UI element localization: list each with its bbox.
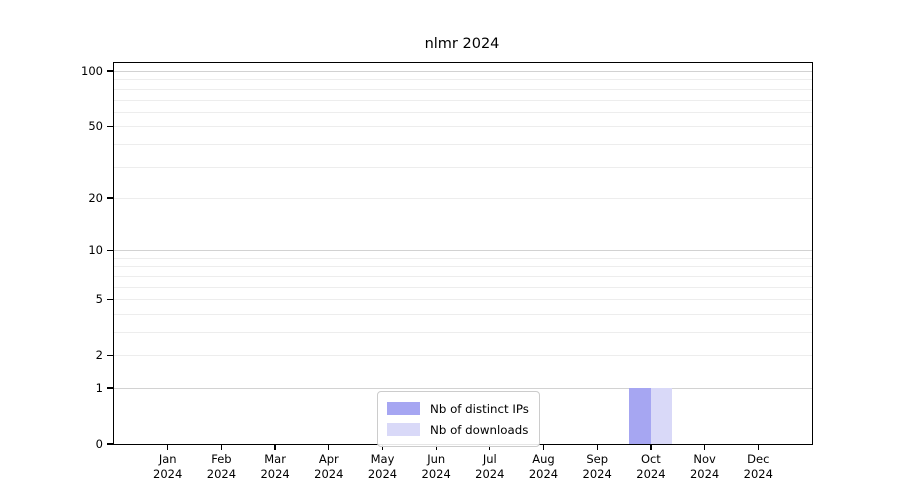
x-tick-label-nov: Nov 2024 xyxy=(665,452,745,482)
month-label: May xyxy=(370,452,395,466)
x-tick-label-may: May 2024 xyxy=(343,452,423,482)
x-tick-label-aug: Aug 2024 xyxy=(504,452,584,482)
y-tick-label-5: 5 xyxy=(95,292,103,307)
ticks-layer: 0 1 2 5 10 20 50 100 Jan 2024 Feb 2024 Mar 2024 Apr 202… xyxy=(81,63,812,481)
chart-title: nlmr 2024 xyxy=(424,36,500,52)
year-label: 2024 xyxy=(260,467,290,482)
plot-area: 0 1 2 5 10 20 50 100 Jan 2024 Feb 2024 Mar 2024 Apr 202… xyxy=(81,62,813,481)
x-tick-mark-apr xyxy=(328,444,330,450)
bar-oct-series-0 xyxy=(629,388,651,444)
y-tick-mark-50 xyxy=(106,125,113,127)
x-tick-label-apr: Apr 2024 xyxy=(289,452,369,482)
year-label: 2024 xyxy=(582,467,612,482)
x-tick-label-oct: Oct 2024 xyxy=(611,452,691,482)
y-tick-label-100: 100 xyxy=(81,64,103,78)
year-label: 2024 xyxy=(689,467,720,482)
x-tick-label-jan: Jan 2024 xyxy=(128,452,208,482)
year-label: 2024 xyxy=(206,467,237,482)
x-tick-mark-dec xyxy=(757,444,759,450)
y-tick-mark-10 xyxy=(106,249,113,251)
y-tick-mark-100 xyxy=(106,70,113,72)
y-tick-label-2: 2 xyxy=(95,348,103,363)
month-label: Jan xyxy=(158,452,177,466)
x-tick-mark-jan xyxy=(167,444,169,450)
x-tick-label-jun: Jun 2024 xyxy=(396,452,476,482)
year-label: 2024 xyxy=(528,467,559,482)
year-label: 2024 xyxy=(475,467,505,482)
bar-oct-series-1 xyxy=(650,388,673,444)
x-tick-mark-nov xyxy=(703,444,706,450)
year-label: 2024 xyxy=(743,467,773,482)
y-tick-mark-0 xyxy=(106,443,113,445)
y-tick-label-50: 50 xyxy=(88,119,103,134)
month-label: Jun xyxy=(427,452,446,466)
legend-swatch-0 xyxy=(387,402,420,415)
x-tick-mark-feb xyxy=(220,444,223,450)
year-label: 2024 xyxy=(153,467,183,482)
legend-row-0: Nb of distinct IPs xyxy=(387,398,529,419)
x-tick-mark-may xyxy=(381,444,384,450)
x-tick-mark-oct xyxy=(650,444,652,450)
year-label: 2024 xyxy=(636,467,666,482)
y-tick-mark-1 xyxy=(106,387,113,389)
x-tick-mark-sep xyxy=(596,444,598,450)
x-tick-mark-aug xyxy=(542,444,545,450)
y-tick-label-10: 10 xyxy=(88,243,103,258)
month-label: Apr xyxy=(318,452,339,466)
year-label: 2024 xyxy=(367,467,398,482)
month-label: Sep xyxy=(586,452,609,466)
x-tick-mark-jul xyxy=(489,444,491,450)
legend-label-0: Nb of distinct IPs xyxy=(430,401,529,416)
month-label: Dec xyxy=(747,452,770,466)
y-tick-label-0: 0 xyxy=(95,437,103,451)
y-tick-mark-2 xyxy=(106,354,113,356)
x-tick-label-feb: Feb 2024 xyxy=(181,452,261,482)
year-label: 2024 xyxy=(314,467,344,482)
x-tick-label-sep: Sep 2024 xyxy=(557,452,637,482)
bars-layer xyxy=(114,63,812,444)
year-label: 2024 xyxy=(421,467,451,482)
x-tick-mark-mar xyxy=(274,444,276,450)
legend-label-1: Nb of downloads xyxy=(430,422,529,437)
month-label: Oct xyxy=(640,452,661,466)
month-label: Aug xyxy=(532,452,555,466)
month-label: Jul xyxy=(482,452,497,466)
y-tick-label-1: 1 xyxy=(95,381,103,395)
x-tick-label-dec: Dec 2024 xyxy=(718,452,798,482)
month-label: Nov xyxy=(693,452,716,466)
y-tick-mark-20 xyxy=(106,197,113,199)
x-tick-label-mar: Mar 2024 xyxy=(235,452,315,482)
x-tick-label-jul: Jul 2024 xyxy=(450,452,530,482)
legend-swatch-1 xyxy=(387,423,420,436)
legend: Nb of distinct IPs Nb of downloads xyxy=(377,391,540,447)
month-label: Feb xyxy=(211,452,232,466)
x-tick-mark-jun xyxy=(435,444,437,450)
y-tick-mark-5 xyxy=(106,298,113,300)
month-label: Mar xyxy=(264,452,286,466)
legend-row-1: Nb of downloads xyxy=(387,419,529,440)
y-tick-label-20: 20 xyxy=(88,190,103,205)
